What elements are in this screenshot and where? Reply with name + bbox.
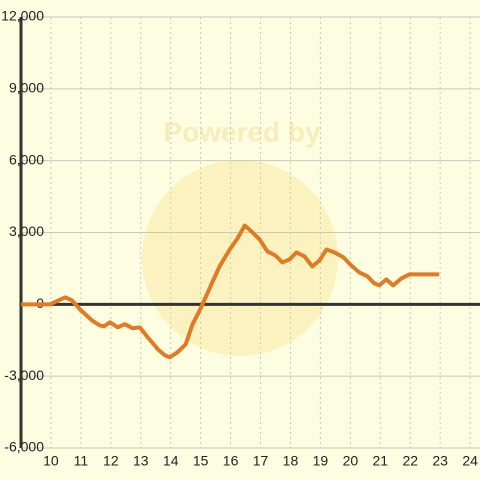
data-line	[21, 223, 440, 360]
x-tick-label: 20	[343, 453, 359, 469]
y-tick-label: -6,000	[4, 439, 44, 455]
x-tick-label: 16	[223, 453, 239, 469]
y-tick-label: 12,000	[1, 8, 44, 24]
x-tick-label: 15	[193, 453, 209, 469]
x-tick-label: 13	[133, 453, 149, 469]
x-tick-label: 12	[103, 453, 119, 469]
watermark: Powered by	[142, 116, 338, 356]
x-tick-label: 11	[74, 453, 89, 469]
x-tick-label: 17	[253, 453, 269, 469]
x-tick-label: 19	[313, 453, 329, 469]
y-tick-label: -3,000	[4, 367, 44, 383]
watermark-text: Powered by	[163, 116, 321, 147]
y-tick-label: 6,000	[9, 151, 44, 167]
y-tick-label: 3,000	[9, 223, 44, 239]
x-tick-label: 21	[373, 453, 389, 469]
x-tick-label: 14	[163, 453, 179, 469]
x-tick-label: 22	[402, 453, 418, 469]
x-tick-label: 24	[462, 453, 478, 469]
x-tick-label: 10	[43, 453, 59, 469]
y-tick-label: 9,000	[9, 80, 44, 96]
watermark-logo	[142, 160, 338, 356]
x-tick-label: 18	[283, 453, 299, 469]
x-tick-label: 23	[432, 453, 448, 469]
